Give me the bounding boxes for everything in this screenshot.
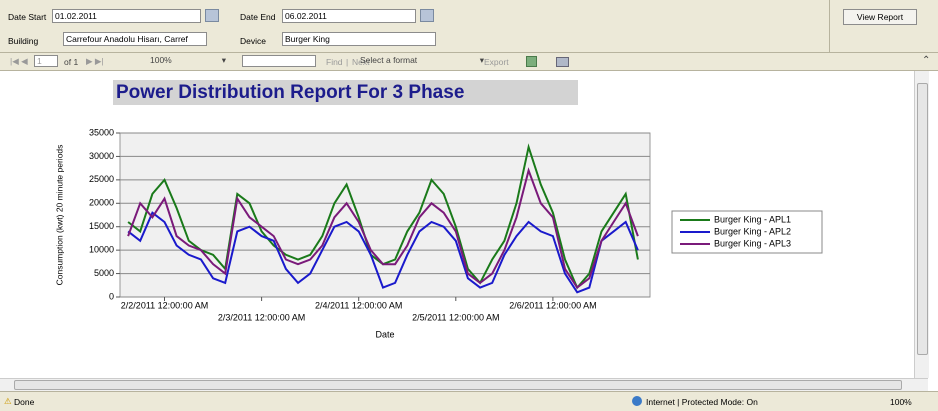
vertical-scrollbar[interactable] — [914, 71, 929, 378]
zoom-value: 100% — [150, 55, 172, 65]
y-axis-label: Consumption (kwt) 20 minute periods — [54, 145, 64, 286]
format-value: Select a format — [360, 55, 418, 65]
series-line — [127, 167, 639, 290]
y-tick-label: 0 — [109, 291, 114, 301]
x-tick-label: 2/2/2011 12:00:00 AM — [121, 300, 208, 310]
title-background — [113, 80, 578, 105]
zoom-level[interactable]: 100% — [890, 397, 912, 407]
x-tick-label: 2/4/2011 12:00:00 AM — [315, 300, 402, 310]
legend-label: Burger King - APL1 — [714, 214, 791, 224]
label: Date End — [240, 12, 276, 22]
find-link[interactable]: Find — [326, 57, 343, 67]
collapse-icon[interactable]: ⌃ — [922, 55, 931, 66]
date-input[interactable]: 01.02.2011 — [52, 9, 201, 23]
y-tick-label: 25000 — [89, 174, 114, 184]
view-report-button[interactable]: View Report — [843, 9, 917, 25]
legend-label: Burger King - APL3 — [714, 238, 791, 248]
x-axis-label: Date — [375, 329, 394, 339]
x-tick-label: 2/6/2011 12:00:00 AM — [509, 300, 596, 310]
status-text: Done — [14, 397, 35, 407]
y-tick-label: 30000 — [89, 151, 114, 161]
date-input[interactable]: 06.02.2011 — [282, 9, 416, 23]
series-line — [127, 211, 639, 294]
export-link[interactable]: Export — [484, 57, 509, 67]
y-tick-label: 15000 — [89, 221, 114, 231]
y-tick-label: 35000 — [89, 127, 114, 137]
legend-label: Burger King - APL2 — [714, 226, 791, 236]
chart: Power Distribution Report For 3 Phase Da… — [54, 80, 823, 339]
page-input[interactable]: 1 — [34, 55, 58, 67]
calendar-icon[interactable] — [205, 9, 219, 22]
dropdown[interactable]: Carrefour Anadolu Hisarı, Carref — [63, 32, 207, 46]
toolbar: |◀ ◀ 1 of 1 ▶ ▶| 100% ▾ Find | Next Selec… — [0, 53, 938, 71]
y-tick-label: 10000 — [89, 245, 114, 255]
status-bar: ⚠ Done Internet | Protected Mode: On 100… — [0, 391, 938, 411]
find-input[interactable] — [242, 55, 316, 67]
chart-title: Power Distribution Report For 3 Phase — [116, 82, 464, 103]
page-count: of 1 — [64, 57, 79, 67]
refresh-icon[interactable] — [526, 56, 537, 67]
x-tick-label: 2/5/2011 12:00:00 AM — [412, 312, 499, 322]
zoom-select[interactable]: 100% ▾ — [150, 55, 226, 65]
dropdown[interactable]: Burger King — [282, 32, 436, 46]
separator: | — [346, 57, 349, 67]
label: Device — [240, 36, 266, 46]
zone-text: Internet | Protected Mode: On — [646, 397, 758, 407]
calendar-icon[interactable] — [420, 9, 434, 22]
horizontal-scrollbar[interactable] — [0, 378, 928, 391]
x-tick-label: 2/3/2011 12:00:00 AM — [218, 312, 305, 322]
label: Date Start — [8, 12, 47, 22]
divider — [829, 0, 830, 52]
format-select[interactable]: Select a format ▾ — [360, 55, 484, 65]
y-tick-label: 5000 — [94, 268, 114, 278]
print-icon[interactable] — [556, 57, 569, 67]
y-tick-label: 20000 — [89, 198, 114, 208]
parameter-panel: Date Start 01.02.2011 Date End 06.02.201… — [0, 0, 938, 53]
next-link[interactable]: Next — [352, 57, 370, 67]
zone-icon — [632, 396, 642, 406]
label: Building — [8, 36, 39, 46]
